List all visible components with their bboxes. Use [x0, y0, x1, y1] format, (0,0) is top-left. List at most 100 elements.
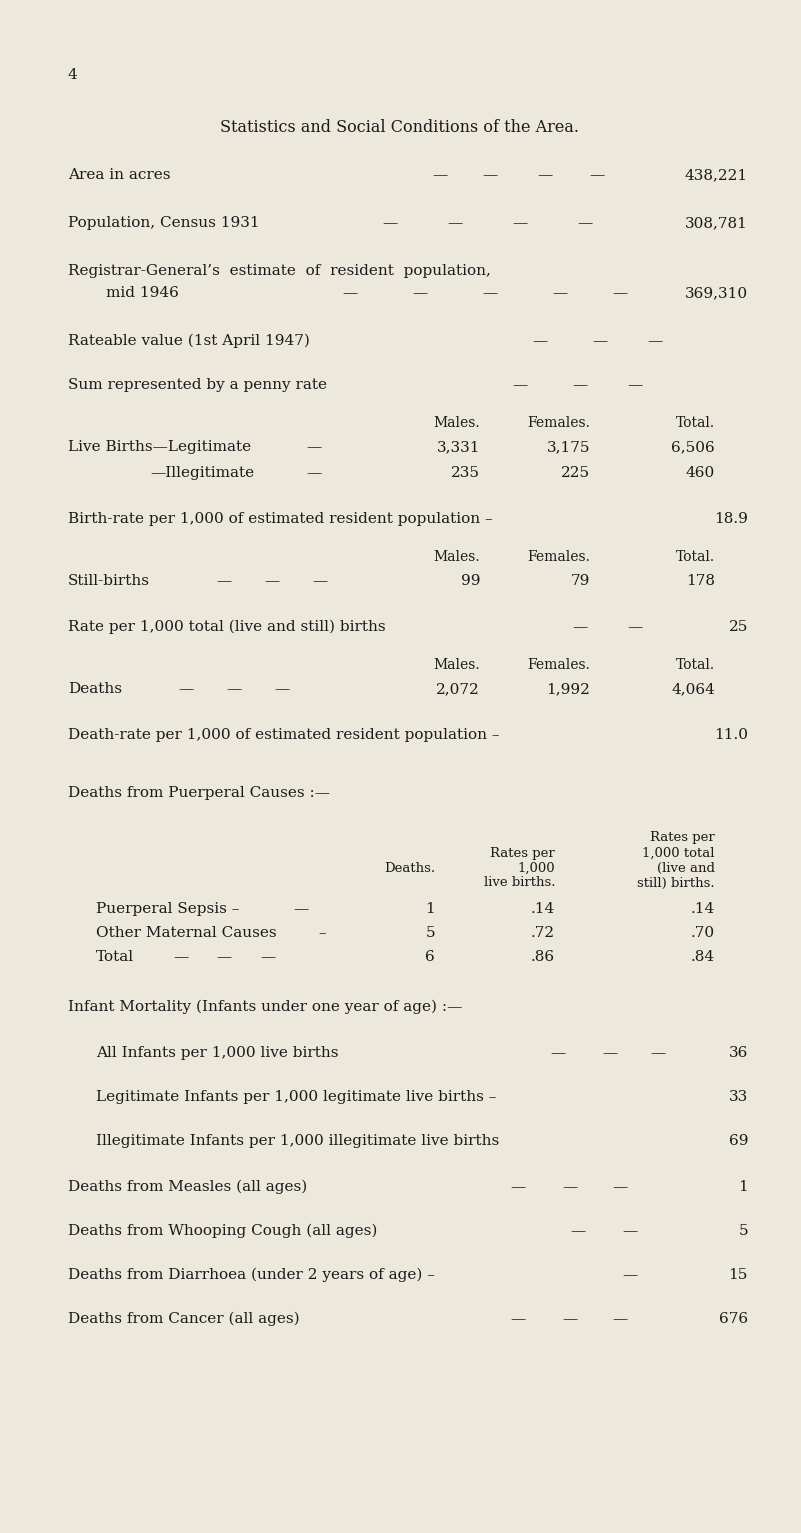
Text: —: — [510, 1180, 525, 1194]
Text: —: — [274, 682, 289, 696]
Text: —: — [590, 169, 605, 182]
Text: Statistics and Social Conditions of the Area.: Statistics and Social Conditions of the … [220, 120, 579, 136]
Text: 25: 25 [729, 619, 748, 635]
Text: 36: 36 [729, 1046, 748, 1059]
Text: —: — [573, 379, 588, 392]
Text: .14: .14 [531, 901, 555, 917]
Text: 5: 5 [739, 1223, 748, 1239]
Text: .70: .70 [691, 926, 715, 940]
Text: —: — [342, 287, 357, 300]
Text: Registrar-General’s  estimate  of  resident  population,: Registrar-General’s estimate of resident… [68, 264, 491, 277]
Text: Rateable value (1st April 1947): Rateable value (1st April 1947) [68, 334, 310, 348]
Text: 1: 1 [739, 1180, 748, 1194]
Text: —: — [482, 169, 497, 182]
Text: Illegitimate Infants per 1,000 illegitimate live births: Illegitimate Infants per 1,000 illegitim… [96, 1134, 499, 1148]
Text: 178: 178 [686, 573, 715, 589]
Text: 4,064: 4,064 [671, 682, 715, 696]
Text: 676: 676 [718, 1312, 748, 1326]
Text: —: — [306, 440, 321, 454]
Text: —: — [513, 216, 528, 230]
Text: —: — [482, 287, 497, 300]
Text: 79: 79 [570, 573, 590, 589]
Text: live births.: live births. [484, 877, 555, 889]
Text: Sum represented by a penny rate: Sum represented by a penny rate [68, 379, 327, 392]
Text: 3,175: 3,175 [546, 440, 590, 454]
Text: 308,781: 308,781 [685, 216, 748, 230]
Text: still) births.: still) births. [638, 877, 715, 889]
Text: Total.: Total. [676, 658, 715, 671]
Text: 1,992: 1,992 [546, 682, 590, 696]
Text: —: — [570, 1223, 586, 1239]
Text: —: — [533, 334, 548, 348]
Text: —: — [627, 619, 642, 635]
Text: 235: 235 [451, 466, 480, 480]
Text: Deaths from Diarrhoea (under 2 years of age) –: Deaths from Diarrhoea (under 2 years of … [68, 1268, 435, 1282]
Text: 11.0: 11.0 [714, 728, 748, 742]
Text: —: — [293, 901, 308, 917]
Text: Other Maternal Causes: Other Maternal Causes [96, 926, 276, 940]
Text: —: — [613, 1180, 628, 1194]
Text: —: — [448, 216, 463, 230]
Text: —: — [264, 573, 280, 589]
Text: —: — [312, 573, 328, 589]
Text: 2,072: 2,072 [437, 682, 480, 696]
Text: 69: 69 [728, 1134, 748, 1148]
Text: Males.: Males. [433, 658, 480, 671]
Text: Females.: Females. [527, 658, 590, 671]
Text: 1: 1 [425, 901, 435, 917]
Text: —: — [216, 573, 231, 589]
Text: —: — [382, 216, 397, 230]
Text: —: — [553, 287, 568, 300]
Text: 33: 33 [729, 1090, 748, 1104]
Text: 438,221: 438,221 [685, 169, 748, 182]
Text: Birth-rate per 1,000 of estimated resident population –: Birth-rate per 1,000 of estimated reside… [68, 512, 493, 526]
Text: 1,000: 1,000 [517, 862, 555, 874]
Text: Deaths from Whooping Cough (all ages): Deaths from Whooping Cough (all ages) [68, 1223, 377, 1239]
Text: Deaths from Measles (all ages): Deaths from Measles (all ages) [68, 1180, 308, 1194]
Text: All Infants per 1,000 live births: All Infants per 1,000 live births [96, 1046, 339, 1059]
Text: —: — [226, 682, 241, 696]
Text: —: — [613, 287, 628, 300]
Text: —: — [650, 1046, 666, 1059]
Text: Area in acres: Area in acres [68, 169, 171, 182]
Text: Males.: Males. [433, 550, 480, 564]
Text: —: — [562, 1180, 578, 1194]
Text: —: — [602, 1046, 618, 1059]
Text: 15: 15 [729, 1268, 748, 1282]
Text: —: — [513, 379, 528, 392]
Text: .72: .72 [531, 926, 555, 940]
Text: 369,310: 369,310 [685, 287, 748, 300]
Text: 460: 460 [686, 466, 715, 480]
Text: —: — [550, 1046, 566, 1059]
Text: —: — [178, 682, 193, 696]
Text: 6,506: 6,506 [671, 440, 715, 454]
Text: Deaths: Deaths [68, 682, 122, 696]
Text: 18.9: 18.9 [714, 512, 748, 526]
Text: —: — [622, 1223, 638, 1239]
Text: —: — [613, 1312, 628, 1326]
Text: —: — [216, 950, 231, 964]
Text: .14: .14 [690, 901, 715, 917]
Text: Deaths.: Deaths. [384, 862, 435, 874]
Text: Live Births—Legitimate: Live Births—Legitimate [68, 440, 252, 454]
Text: Females.: Females. [527, 550, 590, 564]
Text: Rate per 1,000 total (live and still) births: Rate per 1,000 total (live and still) bi… [68, 619, 385, 635]
Text: —: — [433, 169, 448, 182]
Text: Legitimate Infants per 1,000 legitimate live births –: Legitimate Infants per 1,000 legitimate … [96, 1090, 497, 1104]
Text: Still-births: Still-births [68, 573, 150, 589]
Text: —: — [593, 334, 608, 348]
Text: Population, Census 1931: Population, Census 1931 [68, 216, 260, 230]
Text: —: — [173, 950, 188, 964]
Text: Death-rate per 1,000 of estimated resident population –: Death-rate per 1,000 of estimated reside… [68, 728, 500, 742]
Text: Females.: Females. [527, 415, 590, 429]
Text: —: — [573, 619, 588, 635]
Text: 4: 4 [68, 67, 78, 81]
Text: .84: .84 [691, 950, 715, 964]
Text: .86: .86 [531, 950, 555, 964]
Text: Total: Total [96, 950, 134, 964]
Text: —Illegitimate: —Illegitimate [150, 466, 254, 480]
Text: Total.: Total. [676, 550, 715, 564]
Text: 3,331: 3,331 [437, 440, 480, 454]
Text: Deaths from Cancer (all ages): Deaths from Cancer (all ages) [68, 1312, 300, 1326]
Text: —: — [622, 1268, 638, 1282]
